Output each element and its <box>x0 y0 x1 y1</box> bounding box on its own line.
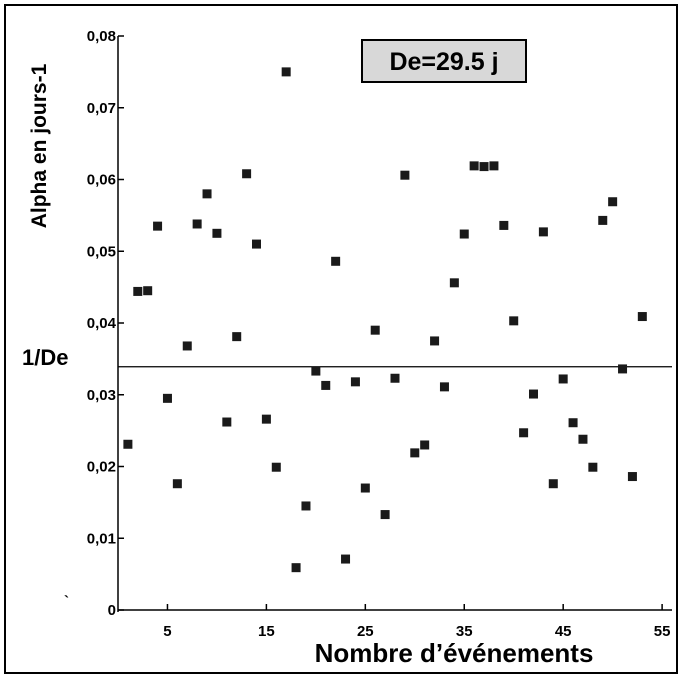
x-tick-label: 45 <box>555 623 572 640</box>
data-points <box>123 67 647 573</box>
reference-line-label: 1/De <box>22 345 68 370</box>
data-point <box>618 364 628 374</box>
data-point <box>271 462 281 472</box>
x-tick-label: 55 <box>654 623 671 640</box>
data-point <box>479 162 489 172</box>
data-point <box>558 374 568 384</box>
data-point <box>341 554 351 564</box>
annotation-background <box>361 39 527 83</box>
data-point <box>311 366 321 376</box>
data-point <box>281 67 291 77</box>
data-point <box>182 341 192 351</box>
reference-line-group: 1/De <box>22 345 672 370</box>
y-tick-label: 0,03 <box>87 387 116 404</box>
data-point <box>430 336 440 346</box>
x-tick-label: 35 <box>456 623 473 640</box>
data-point <box>380 510 390 520</box>
y-tick-label: 0,04 <box>87 315 117 332</box>
data-point <box>637 312 647 322</box>
data-point <box>123 439 133 449</box>
y-axis-title: Alpha en jours-1 <box>28 63 51 228</box>
chart-frame: 0 0,01 0,02 0,03 0,04 0,05 0,06 0,07 0,08 5 15 25 35… <box>4 4 678 674</box>
data-point <box>222 417 232 427</box>
data-point <box>509 316 519 326</box>
corner-mark: ` <box>64 593 69 610</box>
data-point <box>608 197 618 207</box>
data-point <box>192 219 202 229</box>
annotation-box: De=29.5 j <box>361 39 527 83</box>
annotation-text: De=29.5 j <box>389 48 498 76</box>
data-point <box>400 170 410 180</box>
data-point <box>301 501 311 511</box>
data-point <box>529 389 538 399</box>
y-tick-label: 0,08 <box>87 28 116 45</box>
axis-ticks: 0 0,01 0,02 0,03 0,04 0,05 0,06 0,07 0,08 5 15 25 35… <box>87 28 671 640</box>
data-point <box>588 462 598 472</box>
data-point <box>459 229 469 239</box>
data-point <box>439 382 449 392</box>
data-point <box>449 278 459 288</box>
x-axis-title: Nombre d’événements <box>315 638 594 668</box>
data-point <box>212 228 222 238</box>
data-point <box>172 479 182 489</box>
data-point <box>232 332 242 342</box>
data-point <box>133 286 143 296</box>
y-tick-label: 0,01 <box>87 530 116 547</box>
data-point <box>469 161 479 171</box>
data-point <box>627 472 637 482</box>
data-point <box>420 440 430 450</box>
data-point <box>519 428 529 438</box>
y-tick-label: 0,05 <box>87 243 116 260</box>
data-point <box>410 448 420 458</box>
data-point <box>331 256 341 266</box>
data-point <box>153 221 163 231</box>
data-point <box>291 563 301 573</box>
data-point <box>252 239 261 249</box>
data-point <box>350 377 360 387</box>
data-point <box>568 418 578 428</box>
data-point <box>499 220 509 230</box>
data-point <box>202 189 212 199</box>
data-point <box>538 227 548 237</box>
data-point <box>360 483 370 493</box>
x-tick-label: 5 <box>163 623 171 640</box>
data-point <box>489 161 499 171</box>
y-tick-label: 0 <box>108 602 116 619</box>
data-point <box>390 373 400 383</box>
data-point <box>321 380 331 390</box>
data-point <box>162 393 172 403</box>
data-point <box>242 169 252 179</box>
scatter-chart: 0 0,01 0,02 0,03 0,04 0,05 0,06 0,07 0,08 5 15 25 35… <box>22 28 672 668</box>
data-point <box>598 215 608 225</box>
x-tick-label: 15 <box>258 623 275 640</box>
y-tick-label: 0,06 <box>87 172 116 189</box>
data-point <box>370 325 380 335</box>
data-point <box>548 479 558 489</box>
x-tick-label: 25 <box>357 623 374 640</box>
axes <box>117 36 672 612</box>
data-point <box>578 434 588 444</box>
data-point <box>261 414 271 424</box>
data-point <box>143 286 153 296</box>
y-tick-label: 0,07 <box>87 100 116 117</box>
y-tick-label: 0,02 <box>87 459 116 476</box>
